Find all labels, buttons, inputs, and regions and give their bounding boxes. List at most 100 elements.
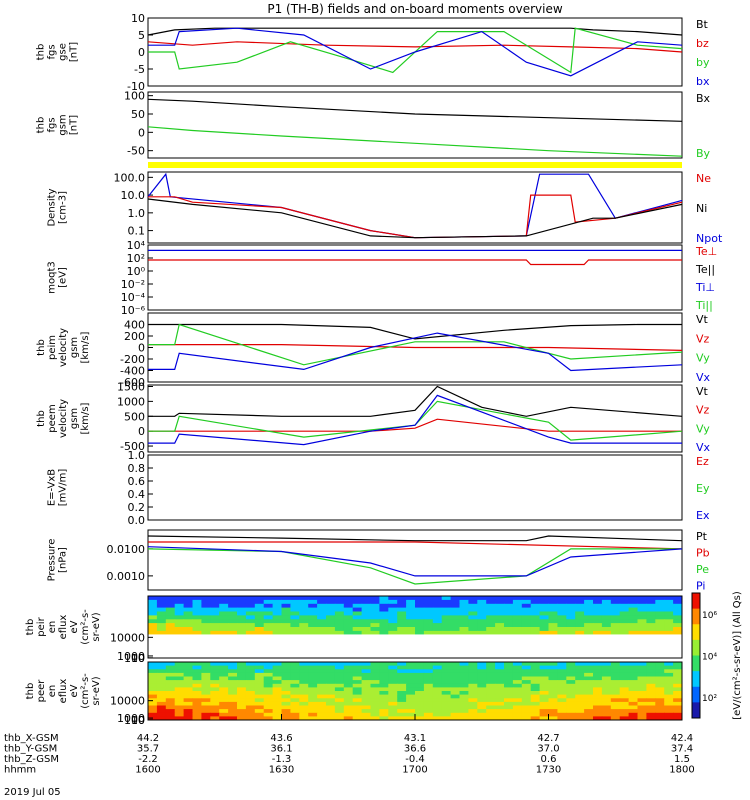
heatmap-cell [237,712,247,717]
heatmap-cell [530,694,541,699]
heatmap-cell [504,712,514,717]
heatmap-cell [601,596,612,601]
heatmap-cell [406,599,416,605]
heatmap-cell [326,623,336,628]
heatmap-cell [601,669,612,674]
heatmap-cell [512,615,523,620]
heatmap-cell [272,698,282,703]
heatmap-cell [370,611,380,616]
heatmap-cell [628,712,638,717]
heatmap-cell [228,698,238,703]
series-line [147,172,683,239]
heatmap-cell [468,701,478,706]
heatmap-cell [210,705,220,710]
heatmap-cell [459,687,469,692]
legend-entry: Te⊥ [695,245,717,258]
xaxis-value: -1.3 [272,754,292,765]
heatmap-cell [201,694,211,699]
heatmap-cell [673,712,683,717]
heatmap-cell [584,680,594,685]
heatmap-cell [646,676,656,681]
heatmap-cell [334,607,345,612]
heatmap-cell [673,694,683,699]
heatmap-cell [370,599,380,605]
heatmap-cell [566,705,576,710]
heatmap-cell [610,623,621,628]
ylabel-line: (cm²-s- [80,609,91,645]
heatmap-cell [664,716,674,721]
series-line [148,27,683,77]
legend-entry: Bx [696,92,711,105]
heatmap-cell [610,619,621,624]
heatmap-cell [423,603,434,609]
heatmap-cell [263,619,274,624]
heatmap-cell [539,662,549,667]
heatmap-cell [646,611,656,616]
heatmap-cell [361,596,371,601]
heatmap-cell [664,694,674,699]
ylabel-line: eV [69,620,80,633]
heatmap-cell [601,701,612,706]
heatmap-cell [584,627,594,632]
heatmap-cell [557,672,567,677]
heatmap-cell [441,705,452,710]
heatmap-cell [370,619,380,624]
heatmap-cell [673,669,683,674]
heatmap-cell [646,701,656,706]
heatmap-cell [343,672,354,677]
heatmap-cell [183,603,193,609]
heatmap-cell [192,662,202,667]
heatmap-cell [495,619,505,624]
ytick-label: 10 [131,714,145,727]
heatmap-cell [290,694,300,699]
heatmap-cell [557,683,567,688]
heatmap-cell [504,627,514,632]
heatmap-cell [343,683,354,688]
heatmap-cell [530,623,541,628]
heatmap-cell [228,611,238,616]
heatmap-cell [619,603,630,609]
heatmap-cell [610,694,621,699]
heatmap-cell [459,619,469,624]
heatmap-cell [610,672,621,677]
heatmap-cell [352,687,363,692]
heatmap-cell [397,694,407,699]
heatmap-cell [343,615,354,620]
heatmap-cell [165,669,176,674]
heatmap-cell [281,709,291,714]
heatmap-cell [334,630,345,636]
heatmap-cell [646,709,656,714]
heatmap-cell [254,716,265,721]
heatmap-cell [530,665,541,670]
heatmap-cell [237,701,247,706]
heatmap-cell [521,698,532,703]
heatmap-cell [610,665,621,670]
heatmap-cell [575,672,585,677]
heatmap-cell [290,712,300,717]
ytick-label: -5 [134,63,145,76]
heatmap-cell [263,672,274,677]
legend-entry: bx [696,75,710,88]
heatmap-cell [495,694,505,699]
heatmap-cell [628,701,638,706]
heatmap-cell [388,669,398,674]
heatmap-cell [459,716,469,721]
heatmap-cell [219,607,229,612]
heatmap-cell [415,716,425,721]
heatmap-cell [557,603,567,609]
ylabel-line: fgs [47,117,58,132]
heatmap-cell [530,669,541,674]
heatmap-cell [272,683,282,688]
heatmap-cell [477,716,487,721]
heatmap-cell [512,687,523,692]
heatmap-cell [388,716,398,721]
ytick-label: 200 [124,330,145,343]
heatmap-cell [192,676,202,681]
heatmap-cell [299,683,309,688]
ytick-label: -200 [120,353,145,366]
heatmap-cell [370,680,380,685]
heatmap-cell [593,623,603,628]
heatmap-cell [299,599,309,605]
heatmap-cell [290,665,300,670]
heatmap-cell [317,712,327,717]
